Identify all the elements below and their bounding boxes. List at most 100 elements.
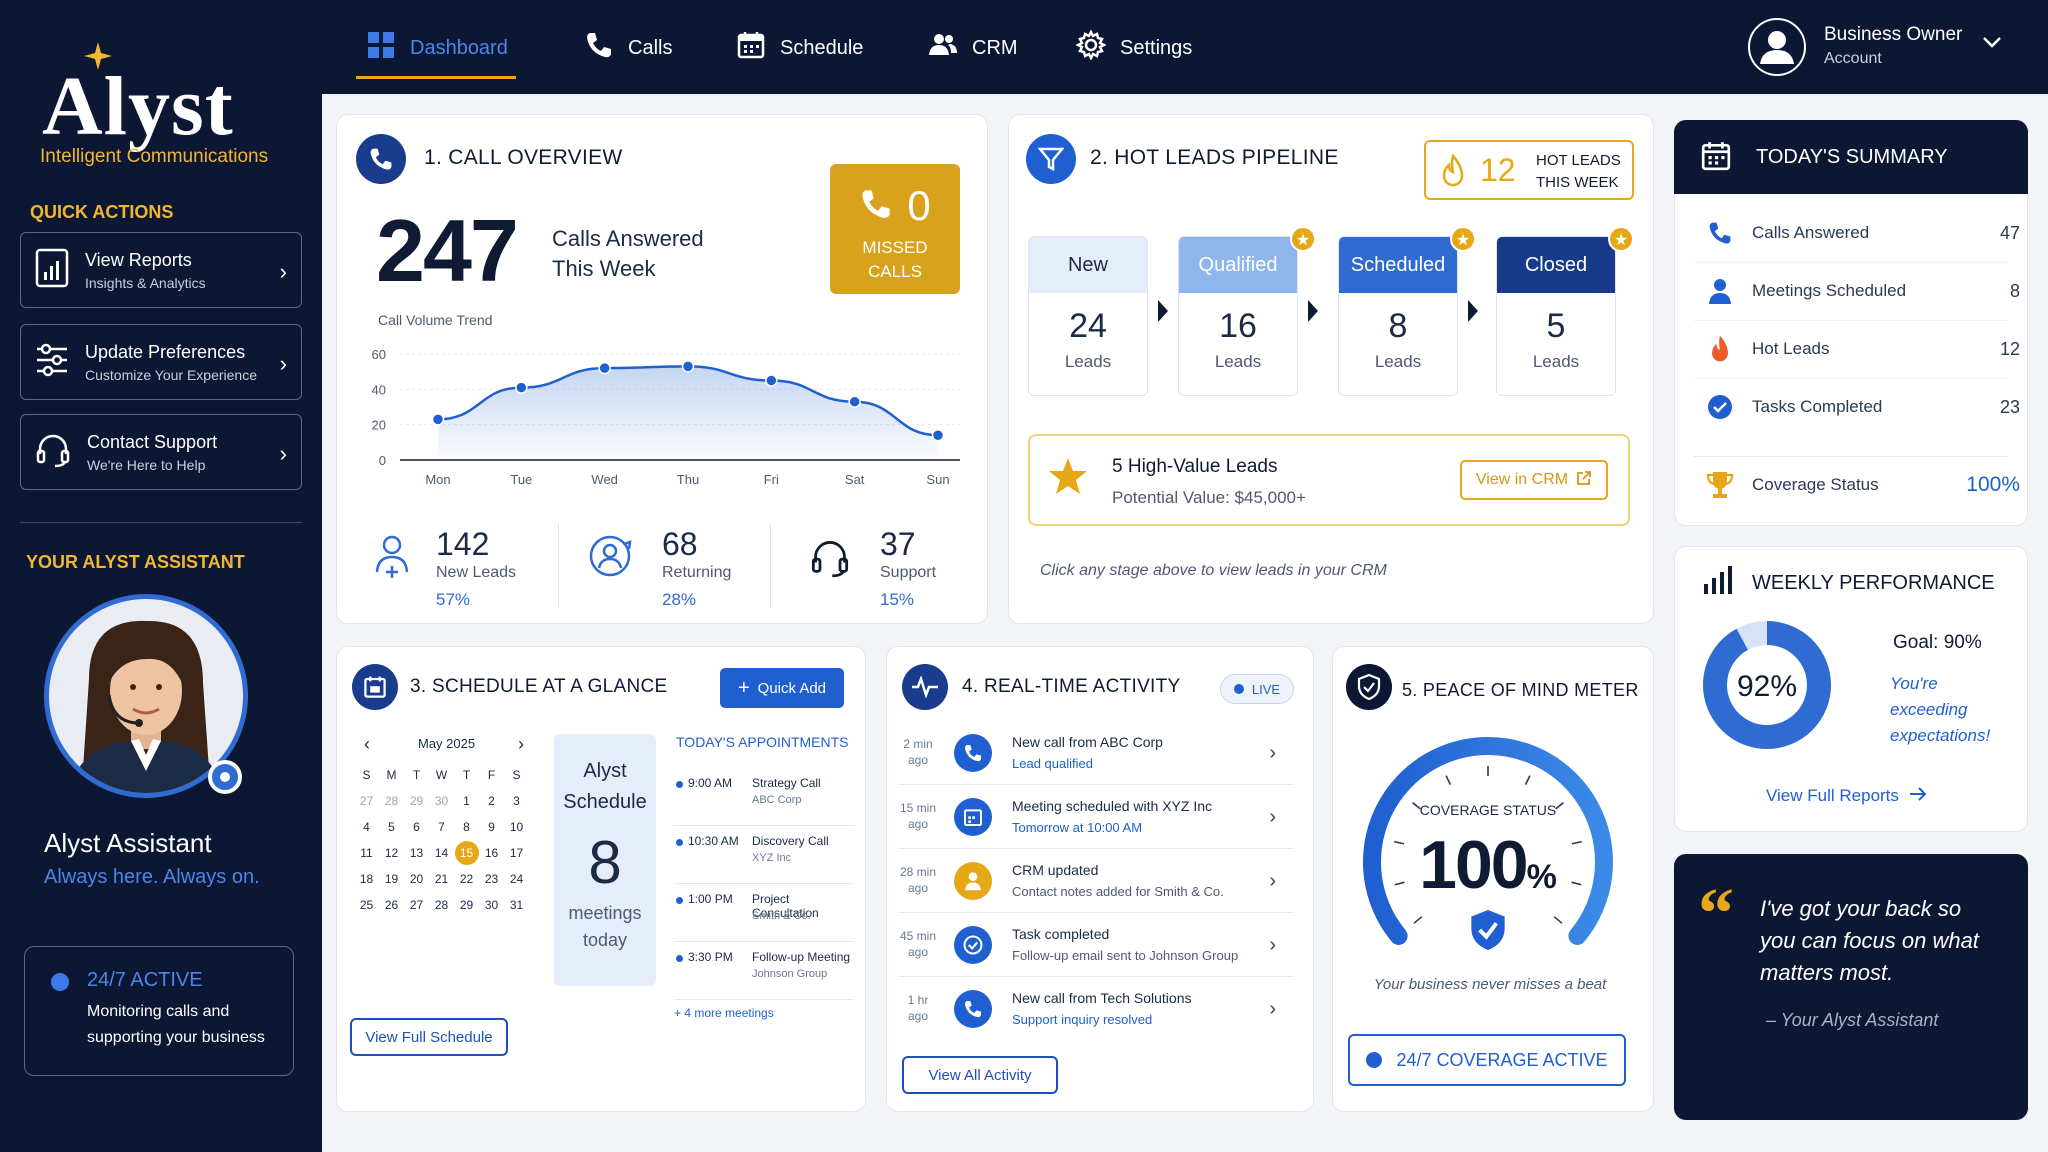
calendar-day[interactable]: 6 bbox=[404, 814, 429, 840]
activity-item[interactable]: 28 min ago CRM updated Contact notes adde… bbox=[896, 856, 1296, 920]
weekday-label: T bbox=[412, 768, 421, 782]
calendar-day[interactable]: 27 bbox=[404, 892, 429, 918]
calendar-day[interactable]: 2 bbox=[479, 788, 504, 814]
calendar-day[interactable]: 29 bbox=[454, 892, 479, 918]
high-value-subtitle: Potential Value: $45,000+ bbox=[1112, 488, 1306, 507]
calendar-day[interactable]: 22 bbox=[454, 866, 479, 892]
calendar-day[interactable]: 30 bbox=[429, 788, 454, 814]
appointment-item[interactable]: 9:00 AM Strategy Call ABC Corp bbox=[674, 770, 854, 826]
calendar-day[interactable]: 28 bbox=[379, 788, 404, 814]
gauge-tick bbox=[1555, 802, 1564, 810]
pipeline-stage-scheduled[interactable]: Scheduled 8 Leads bbox=[1338, 236, 1458, 396]
calendar-day[interactable]: 9 bbox=[479, 814, 504, 840]
nav-schedule[interactable]: Schedule bbox=[736, 30, 863, 66]
divider bbox=[20, 522, 302, 523]
activity-item[interactable]: 45 min ago Task completed Follow-up email… bbox=[896, 920, 1296, 984]
report-icon bbox=[35, 248, 69, 293]
calendar-day[interactable]: 27 bbox=[354, 788, 379, 814]
summary-value: 8 bbox=[2009, 280, 2020, 301]
pipeline-stage-new[interactable]: New 24 Leads bbox=[1028, 236, 1148, 396]
calendar-day[interactable]: 20 bbox=[404, 866, 429, 892]
appointment-item[interactable]: 1:00 PM Project Consultation Smith & Co. bbox=[674, 886, 854, 942]
calendar-day[interactable]: 23 bbox=[479, 866, 504, 892]
view-full-schedule-button[interactable]: View Full Schedule bbox=[350, 1018, 508, 1056]
calendar-day[interactable]: 25 bbox=[354, 892, 379, 918]
calendar-day[interactable]: 14 bbox=[429, 840, 454, 866]
chevron-right-icon[interactable]: › bbox=[518, 734, 524, 754]
calendar-day[interactable]: 26 bbox=[379, 892, 404, 918]
calendar-day[interactable]: 8 bbox=[454, 814, 479, 840]
calendar-day[interactable]: 5 bbox=[379, 814, 404, 840]
status-dot-icon bbox=[51, 973, 69, 991]
day-number: 9 bbox=[488, 820, 495, 834]
day-number: 19 bbox=[384, 872, 399, 886]
nav-settings[interactable]: Settings bbox=[1075, 29, 1192, 66]
calendar-day[interactable]: 10 bbox=[504, 814, 529, 840]
calendar-day[interactable]: 28 bbox=[429, 892, 454, 918]
chevron-left-icon[interactable]: ‹ bbox=[364, 734, 370, 754]
chevron-right-icon: › bbox=[1269, 998, 1276, 1020]
account-menu[interactable]: Business Owner Account bbox=[1748, 18, 2008, 78]
summary-value: 100% bbox=[1966, 473, 2020, 496]
calendar-day[interactable]: 16 bbox=[479, 840, 504, 866]
calendar-day[interactable]: 19 bbox=[379, 866, 404, 892]
add-person-icon bbox=[372, 532, 412, 585]
calendar-grid: S M T W T F S 27 28 29 30 1 2 3 4 5 6 7 8 9 10 11 12 13 14 15 16 17… bbox=[354, 762, 529, 918]
activity-subtitle: Follow-up email sent to Johnson Group bbox=[1012, 948, 1239, 963]
plus-icon: + bbox=[737, 676, 750, 699]
calendar-day[interactable]: 13 bbox=[404, 840, 429, 866]
activity-item[interactable]: 2 min ago New call from ABC Corp Lead qua… bbox=[896, 728, 1296, 792]
calendar-day[interactable]: 15 bbox=[454, 840, 479, 866]
quick-action-title: Contact Support bbox=[87, 431, 218, 452]
pipeline-stage-closed[interactable]: Closed 5 Leads bbox=[1496, 236, 1616, 396]
schedule-title: 3. SCHEDULE AT A GLANCE bbox=[410, 676, 668, 697]
nav-calls[interactable]: Calls bbox=[584, 30, 672, 66]
activity-time-value: 2 min bbox=[903, 737, 933, 751]
calendar-day[interactable]: 29 bbox=[404, 788, 429, 814]
day-number: 10 bbox=[509, 820, 524, 834]
appointment-item[interactable]: 3:30 PM Follow-up Meeting Johnson Group bbox=[674, 944, 854, 1000]
nav-dashboard[interactable]: Dashboard bbox=[366, 30, 508, 66]
calendar-icon bbox=[954, 798, 992, 836]
brand-tagline: Intelligent Communications bbox=[40, 146, 269, 167]
activity-item[interactable]: 1 hr ago New call from Tech Solutions Su… bbox=[896, 984, 1296, 1048]
weekly-title: WEEKLY PERFORMANCE bbox=[1752, 572, 1995, 594]
calendar-day[interactable]: 7 bbox=[429, 814, 454, 840]
stat-label: Support bbox=[880, 564, 937, 581]
view-in-crm-button[interactable]: View in CRM bbox=[1460, 460, 1608, 500]
day-number: 25 bbox=[359, 898, 374, 912]
stage-unit: Leads bbox=[1374, 352, 1422, 371]
bullet-icon bbox=[676, 955, 683, 962]
view-full-reports-link[interactable]: View Full Reports bbox=[1766, 786, 1927, 806]
calendar-day[interactable]: 12 bbox=[379, 840, 404, 866]
view-all-activity-button[interactable]: View All Activity bbox=[902, 1056, 1058, 1094]
quick-add-button[interactable]: + Quick Add bbox=[720, 668, 844, 708]
calendar-day[interactable]: 3 bbox=[504, 788, 529, 814]
calendar-day[interactable]: 4 bbox=[354, 814, 379, 840]
stage-count: 5 bbox=[1546, 307, 1566, 345]
gauge-tick bbox=[1553, 916, 1563, 924]
activity-time: 45 min ago bbox=[896, 928, 940, 960]
weekly-message: exceeding bbox=[1890, 700, 1968, 719]
quick-action-view-reports[interactable]: View Reports Insights & Analytics › bbox=[20, 232, 302, 308]
more-meetings-link[interactable]: + 4 more meetings bbox=[674, 1006, 774, 1020]
calendar-day[interactable]: 11 bbox=[354, 840, 379, 866]
quick-action-update-preferences[interactable]: Update Preferences Customize Your Experie… bbox=[20, 324, 302, 400]
activity-item[interactable]: 15 min ago Meeting scheduled with XYZ Inc… bbox=[896, 792, 1296, 856]
quick-action-contact-support[interactable]: Contact Support We're Here to Help › bbox=[20, 414, 302, 490]
calendar-day[interactable]: 30 bbox=[479, 892, 504, 918]
summary-row-coverage: Coverage Status 100% bbox=[1700, 456, 2020, 514]
calendar-day[interactable]: 18 bbox=[354, 866, 379, 892]
calendar-day[interactable]: 17 bbox=[504, 840, 529, 866]
calendar-day[interactable]: 21 bbox=[429, 866, 454, 892]
calendar-day[interactable]: 1 bbox=[454, 788, 479, 814]
activity-subtitle: Contact notes added for Smith & Co. bbox=[1012, 884, 1224, 899]
nav-crm[interactable]: CRM bbox=[928, 30, 1018, 66]
gauge-tick bbox=[1571, 881, 1582, 886]
coverage-active-button[interactable]: 24/7 COVERAGE ACTIVE bbox=[1348, 1034, 1626, 1086]
shield-check-icon bbox=[1468, 908, 1508, 957]
calendar-day[interactable]: 24 bbox=[504, 866, 529, 892]
calendar-day[interactable]: 31 bbox=[504, 892, 529, 918]
pipeline-stage-qualified[interactable]: Qualified 16 Leads bbox=[1178, 236, 1298, 396]
appointment-item[interactable]: 10:30 AM Discovery Call XYZ Inc bbox=[674, 828, 854, 884]
